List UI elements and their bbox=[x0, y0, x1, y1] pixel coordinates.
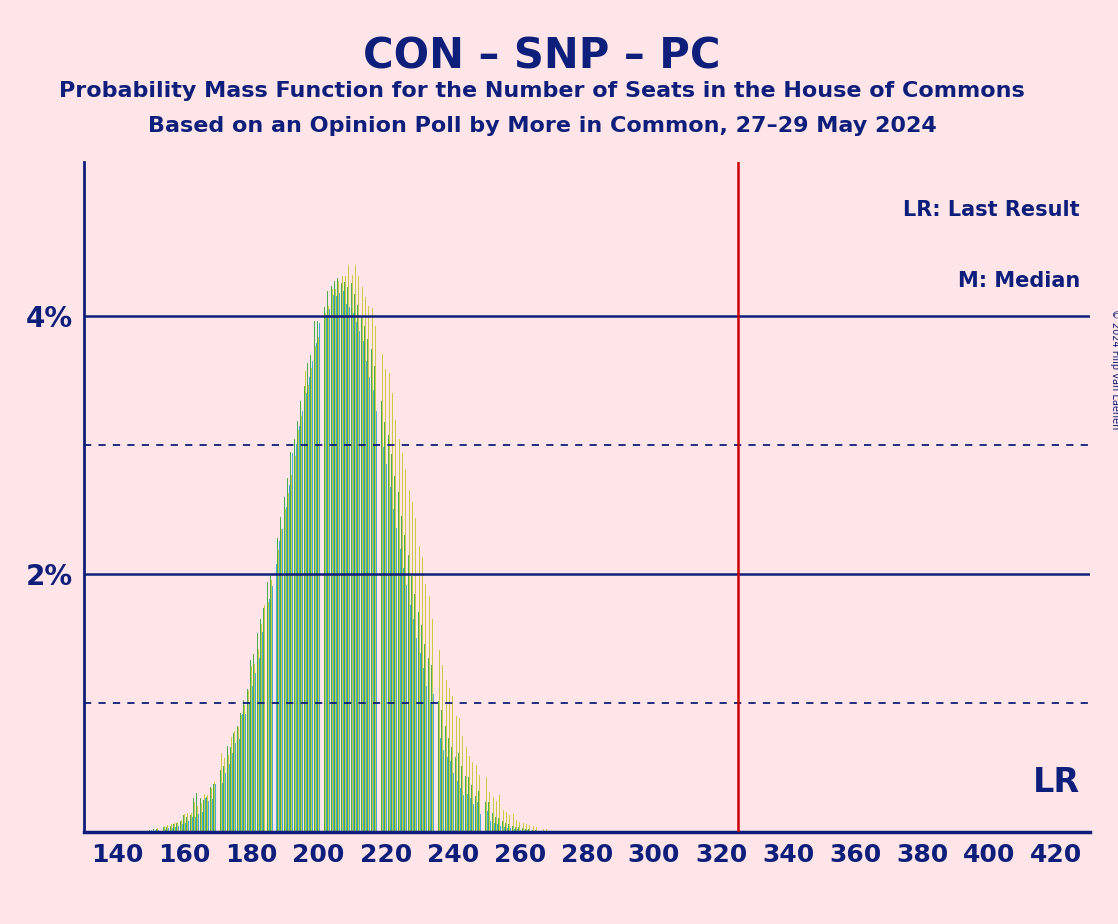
Text: CON – SNP – PC: CON – SNP – PC bbox=[363, 35, 721, 77]
Text: LR: LR bbox=[1033, 766, 1080, 799]
Text: Probability Mass Function for the Number of Seats in the House of Commons: Probability Mass Function for the Number… bbox=[59, 81, 1025, 102]
Text: © 2024 Filip van Laenen: © 2024 Filip van Laenen bbox=[1110, 310, 1118, 430]
Text: Based on an Opinion Poll by More in Common, 27–29 May 2024: Based on an Opinion Poll by More in Comm… bbox=[148, 116, 937, 137]
Text: M: Median: M: Median bbox=[958, 272, 1080, 291]
Text: LR: Last Result: LR: Last Result bbox=[903, 201, 1080, 220]
